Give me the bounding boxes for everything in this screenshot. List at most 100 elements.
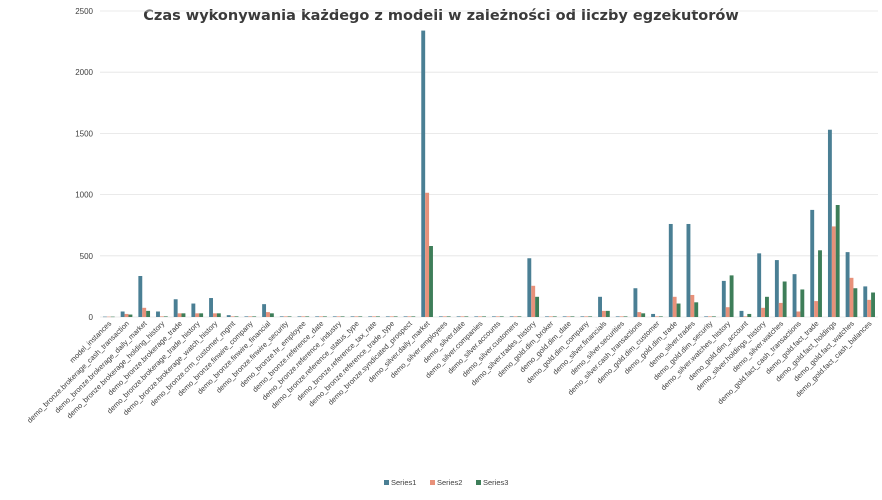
bar-series3 (163, 316, 168, 317)
y-tick-label: 1000 (75, 191, 93, 200)
bar-series2 (814, 301, 819, 317)
bar-series2 (478, 316, 483, 317)
bar-series3 (517, 316, 522, 317)
bar-series3 (853, 288, 858, 317)
bar-series1 (545, 316, 549, 317)
bar-series1 (120, 311, 125, 317)
bar-series3 (765, 296, 769, 317)
chart-title: Czas wykonywania każdego z modeli w zale… (143, 8, 739, 24)
bar-series1 (668, 223, 673, 317)
bar-series2 (142, 307, 147, 317)
bar-series3 (623, 316, 628, 317)
bar-series1 (651, 313, 656, 317)
bar-series1 (845, 252, 850, 317)
bar-series1 (686, 223, 691, 317)
bar-series2 (655, 316, 659, 317)
bar-series3 (340, 316, 345, 317)
y-tick-label: 1500 (75, 129, 93, 138)
bar-series2 (230, 316, 235, 317)
bar-series2 (372, 316, 377, 317)
bar-series3 (676, 303, 681, 317)
bar-series2 (442, 316, 447, 317)
bar-series2 (672, 296, 677, 317)
bar-series2 (106, 316, 111, 318)
bar-series1 (615, 316, 620, 317)
bar-series3 (800, 289, 805, 317)
bar-series2 (460, 316, 465, 317)
bar-series1 (863, 286, 868, 317)
legend-label: Series3 (483, 478, 508, 487)
bar-series1 (810, 209, 815, 317)
bar-series2 (177, 313, 182, 317)
bar-series2 (425, 192, 430, 317)
bar-series2 (319, 316, 323, 317)
bar-series2 (407, 316, 412, 317)
bar-series2 (531, 285, 536, 317)
legend-swatch (384, 480, 389, 485)
bar-series1 (279, 316, 284, 317)
bar-series3 (128, 314, 133, 317)
bar-series3 (835, 205, 840, 317)
bar-series2 (195, 313, 200, 317)
bar-series2 (690, 294, 695, 317)
bar-series3 (570, 316, 575, 317)
bar-series3 (641, 313, 646, 317)
y-tick-label: 2000 (75, 68, 93, 77)
bar-series1 (103, 316, 107, 318)
bar-series3 (499, 316, 504, 317)
bar-series3 (729, 275, 734, 317)
bar-series3 (588, 316, 593, 317)
bar-series3 (110, 316, 115, 318)
bar-series2 (708, 316, 712, 317)
bar-series2 (619, 316, 624, 317)
bar-series3 (269, 313, 274, 317)
bar-series3 (535, 296, 540, 317)
bar-series2 (266, 312, 270, 317)
bar-series2 (761, 307, 766, 317)
bar-series1 (492, 316, 496, 317)
bar-series1 (209, 298, 213, 317)
bar-series2 (159, 316, 164, 317)
bar-series1 (774, 260, 779, 317)
y-tick-label: 500 (80, 252, 94, 261)
bar-series1 (757, 253, 762, 317)
bar-series1 (262, 304, 267, 317)
bar-series2 (389, 316, 394, 317)
bar-series3 (411, 316, 416, 317)
bar-series2 (849, 277, 854, 317)
bar-series1 (827, 129, 832, 317)
bar-series1 (226, 315, 231, 317)
bar-series3 (199, 313, 204, 317)
bar-series2 (354, 316, 359, 317)
bar-series1 (792, 274, 797, 317)
bar-series3 (818, 250, 822, 317)
bar-series2 (513, 316, 518, 317)
bar-series3 (446, 316, 451, 317)
bar-series3 (305, 316, 310, 317)
legend-swatch (476, 480, 481, 485)
bar-series3 (216, 313, 221, 317)
bar-series3 (658, 316, 663, 317)
bar-series1 (474, 316, 479, 317)
bar-series3 (181, 313, 186, 317)
bar-series3 (871, 292, 875, 317)
bar-series3 (552, 316, 557, 317)
bar-series3 (747, 313, 752, 317)
bar-series3 (234, 316, 239, 317)
bar-series3 (694, 302, 699, 317)
bar-series1 (598, 296, 602, 317)
legend-swatch (430, 480, 435, 485)
bar-series1 (633, 288, 638, 317)
bar-series2 (124, 313, 129, 317)
bar-series3 (376, 316, 380, 317)
bar-series3 (322, 316, 327, 317)
bar-series3 (605, 310, 610, 317)
bar-series2 (601, 310, 606, 317)
bar-series1 (456, 316, 461, 317)
bar-series1 (156, 311, 160, 317)
bar-series1 (315, 316, 320, 317)
bar-series2 (796, 311, 801, 317)
bar-series1 (721, 280, 726, 317)
bar-series1 (562, 316, 567, 317)
